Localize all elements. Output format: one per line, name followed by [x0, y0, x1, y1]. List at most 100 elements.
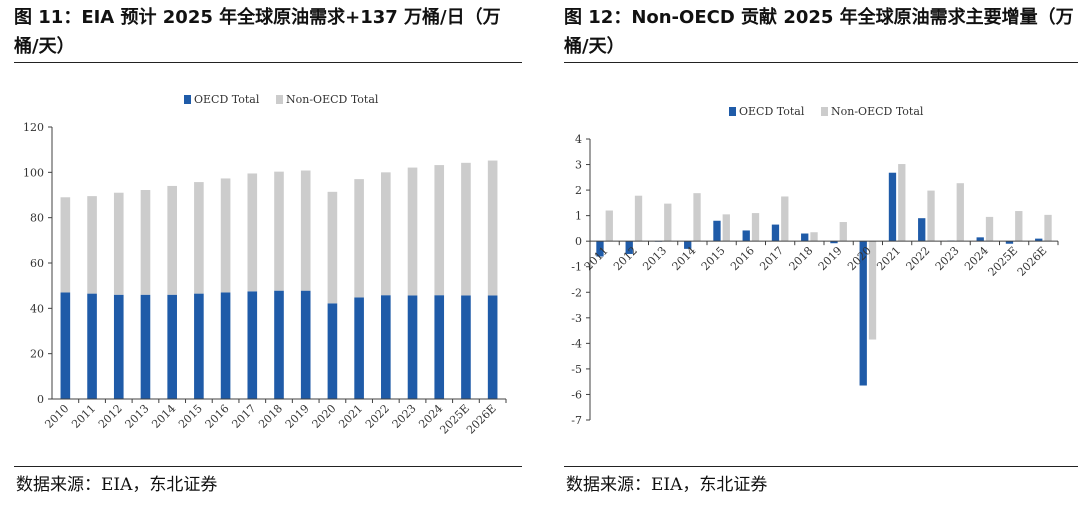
oecd-bar — [976, 237, 984, 242]
y-tick-label: -7 — [571, 414, 582, 427]
oecd-bar — [742, 230, 750, 242]
y-tick-label: -4 — [571, 337, 582, 350]
non-oecd-bar — [381, 172, 391, 296]
y-tick-label: 0 — [575, 235, 582, 248]
x-tick-label: 2026E — [1015, 244, 1050, 279]
oecd-bar — [830, 241, 838, 244]
oecd-bar — [247, 291, 258, 399]
x-tick-label: 2010 — [42, 402, 71, 431]
non-oecd-bar — [781, 196, 789, 242]
x-tick-label: 2018 — [787, 244, 816, 273]
non-oecd-bar — [1044, 214, 1052, 242]
x-tick-label: 2023 — [933, 244, 962, 273]
x-tick-label: 2015 — [176, 402, 205, 431]
x-tick-label: 2017 — [757, 244, 786, 273]
x-tick-label: 2016 — [203, 402, 232, 431]
non-oecd-bar — [985, 216, 994, 242]
x-tick-label: 2013 — [123, 402, 152, 431]
oecd-bar — [220, 292, 231, 399]
oecd-bar — [461, 295, 471, 399]
oecd-bar — [113, 294, 124, 399]
y-tick-label: 0 — [37, 393, 44, 406]
non-oecd-bar — [693, 193, 701, 242]
y-tick-label: 60 — [30, 257, 44, 270]
legend-swatch-non-oecd — [821, 107, 828, 116]
oecd-bar — [354, 297, 364, 399]
non-oecd-bar — [247, 173, 258, 292]
x-tick-label: 2018 — [256, 402, 285, 431]
x-tick-label: 2022 — [904, 244, 933, 273]
non-oecd-bar — [327, 191, 338, 304]
non-oecd-bar — [194, 182, 204, 294]
oecd-bar — [713, 220, 721, 242]
stacked-bar-chart: OECD Total Non-OECD Total 0 20 40 60 80 100 120 2… — [23, 93, 507, 437]
non-oecd-bar — [461, 162, 471, 296]
x-tick-label: 2015 — [699, 244, 728, 273]
source-rule — [14, 466, 522, 467]
non-oecd-bar — [220, 178, 231, 293]
x-tick-label: 2012 — [611, 244, 640, 273]
figure-12: 图 12：Non-OECD 贡献 2025 年全球原油需求主要增量（万桶/天） … — [548, 0, 1080, 507]
legend-swatch-oecd — [729, 107, 736, 116]
non-oecd-bar — [664, 203, 672, 242]
x-tick-label: 2016 — [728, 244, 757, 273]
non-oecd-bar — [140, 190, 151, 295]
non-oecd-bar — [434, 165, 445, 296]
source-rule — [564, 466, 1078, 467]
title-rule — [564, 62, 1078, 63]
oecd-bar — [859, 241, 867, 386]
non-oecd-bar — [751, 213, 760, 242]
y-tick-label: 3 — [575, 159, 582, 172]
oecd-bar — [888, 172, 897, 242]
non-oecd-bar — [605, 210, 613, 242]
non-oecd-bar — [634, 195, 643, 242]
oecd-bar — [918, 218, 926, 242]
non-oecd-bar — [407, 167, 418, 296]
non-oecd-bar — [354, 179, 364, 298]
oecd-bar — [771, 224, 780, 242]
y-tick-label: 100 — [23, 166, 44, 179]
non-oecd-bar — [300, 170, 311, 291]
figure-11: 图 11：EIA 预计 2025 年全球原油需求+137 万桶/日（万桶/天） … — [0, 0, 530, 507]
y-tick-label: -6 — [571, 388, 582, 401]
oecd-bar — [434, 295, 445, 399]
legend-label: Non-OECD Total — [831, 105, 924, 118]
non-oecd-bar — [868, 241, 877, 340]
non-oecd-bar — [1015, 211, 1023, 242]
x-tick-label: 2020 — [310, 402, 339, 431]
y-tick-label: 120 — [23, 121, 44, 134]
y-tick-label: 80 — [30, 212, 44, 225]
non-oecd-bar — [274, 171, 284, 291]
x-tick-label: 2022 — [363, 402, 392, 431]
oecd-bar — [381, 295, 391, 399]
x-tick-label: 2014 — [670, 244, 699, 273]
y-tick-label: 20 — [30, 348, 44, 361]
non-oecd-bar — [87, 196, 97, 294]
data-source: 数据来源：EIA，东北证券 — [566, 475, 768, 495]
grouped-bar-chart: OECD Total Non-OECD Total -7 -6 -5 -4 -3 -2 -1 0 1… — [571, 105, 1059, 427]
x-tick-label: 2011 — [582, 244, 611, 273]
non-oecd-bar — [487, 160, 498, 296]
y-tick-label: -1 — [571, 261, 582, 274]
legend-label: OECD Total — [194, 93, 260, 106]
oecd-bar — [87, 293, 97, 399]
x-tick-label: 2013 — [640, 244, 669, 273]
x-tick-label: 2021 — [874, 244, 903, 273]
title-rule — [14, 62, 522, 63]
non-oecd-bar — [113, 192, 124, 295]
x-tick-label: 2017 — [229, 402, 258, 431]
non-oecd-bar — [60, 197, 71, 293]
oecd-bar — [167, 294, 177, 399]
x-tick-label: 2019 — [283, 402, 312, 431]
oecd-bar — [274, 290, 284, 399]
y-tick-label: 40 — [30, 302, 44, 315]
legend-swatch-oecd — [184, 95, 191, 104]
x-tick-label: 2012 — [96, 402, 125, 431]
x-tick-label: 2026E — [464, 402, 499, 437]
y-tick-label: -5 — [571, 363, 582, 376]
y-tick-label: 1 — [575, 210, 582, 223]
oecd-bar — [327, 303, 338, 399]
non-oecd-bar — [722, 214, 730, 242]
y-tick-label: -2 — [571, 286, 582, 299]
x-tick-label: 2019 — [816, 244, 845, 273]
